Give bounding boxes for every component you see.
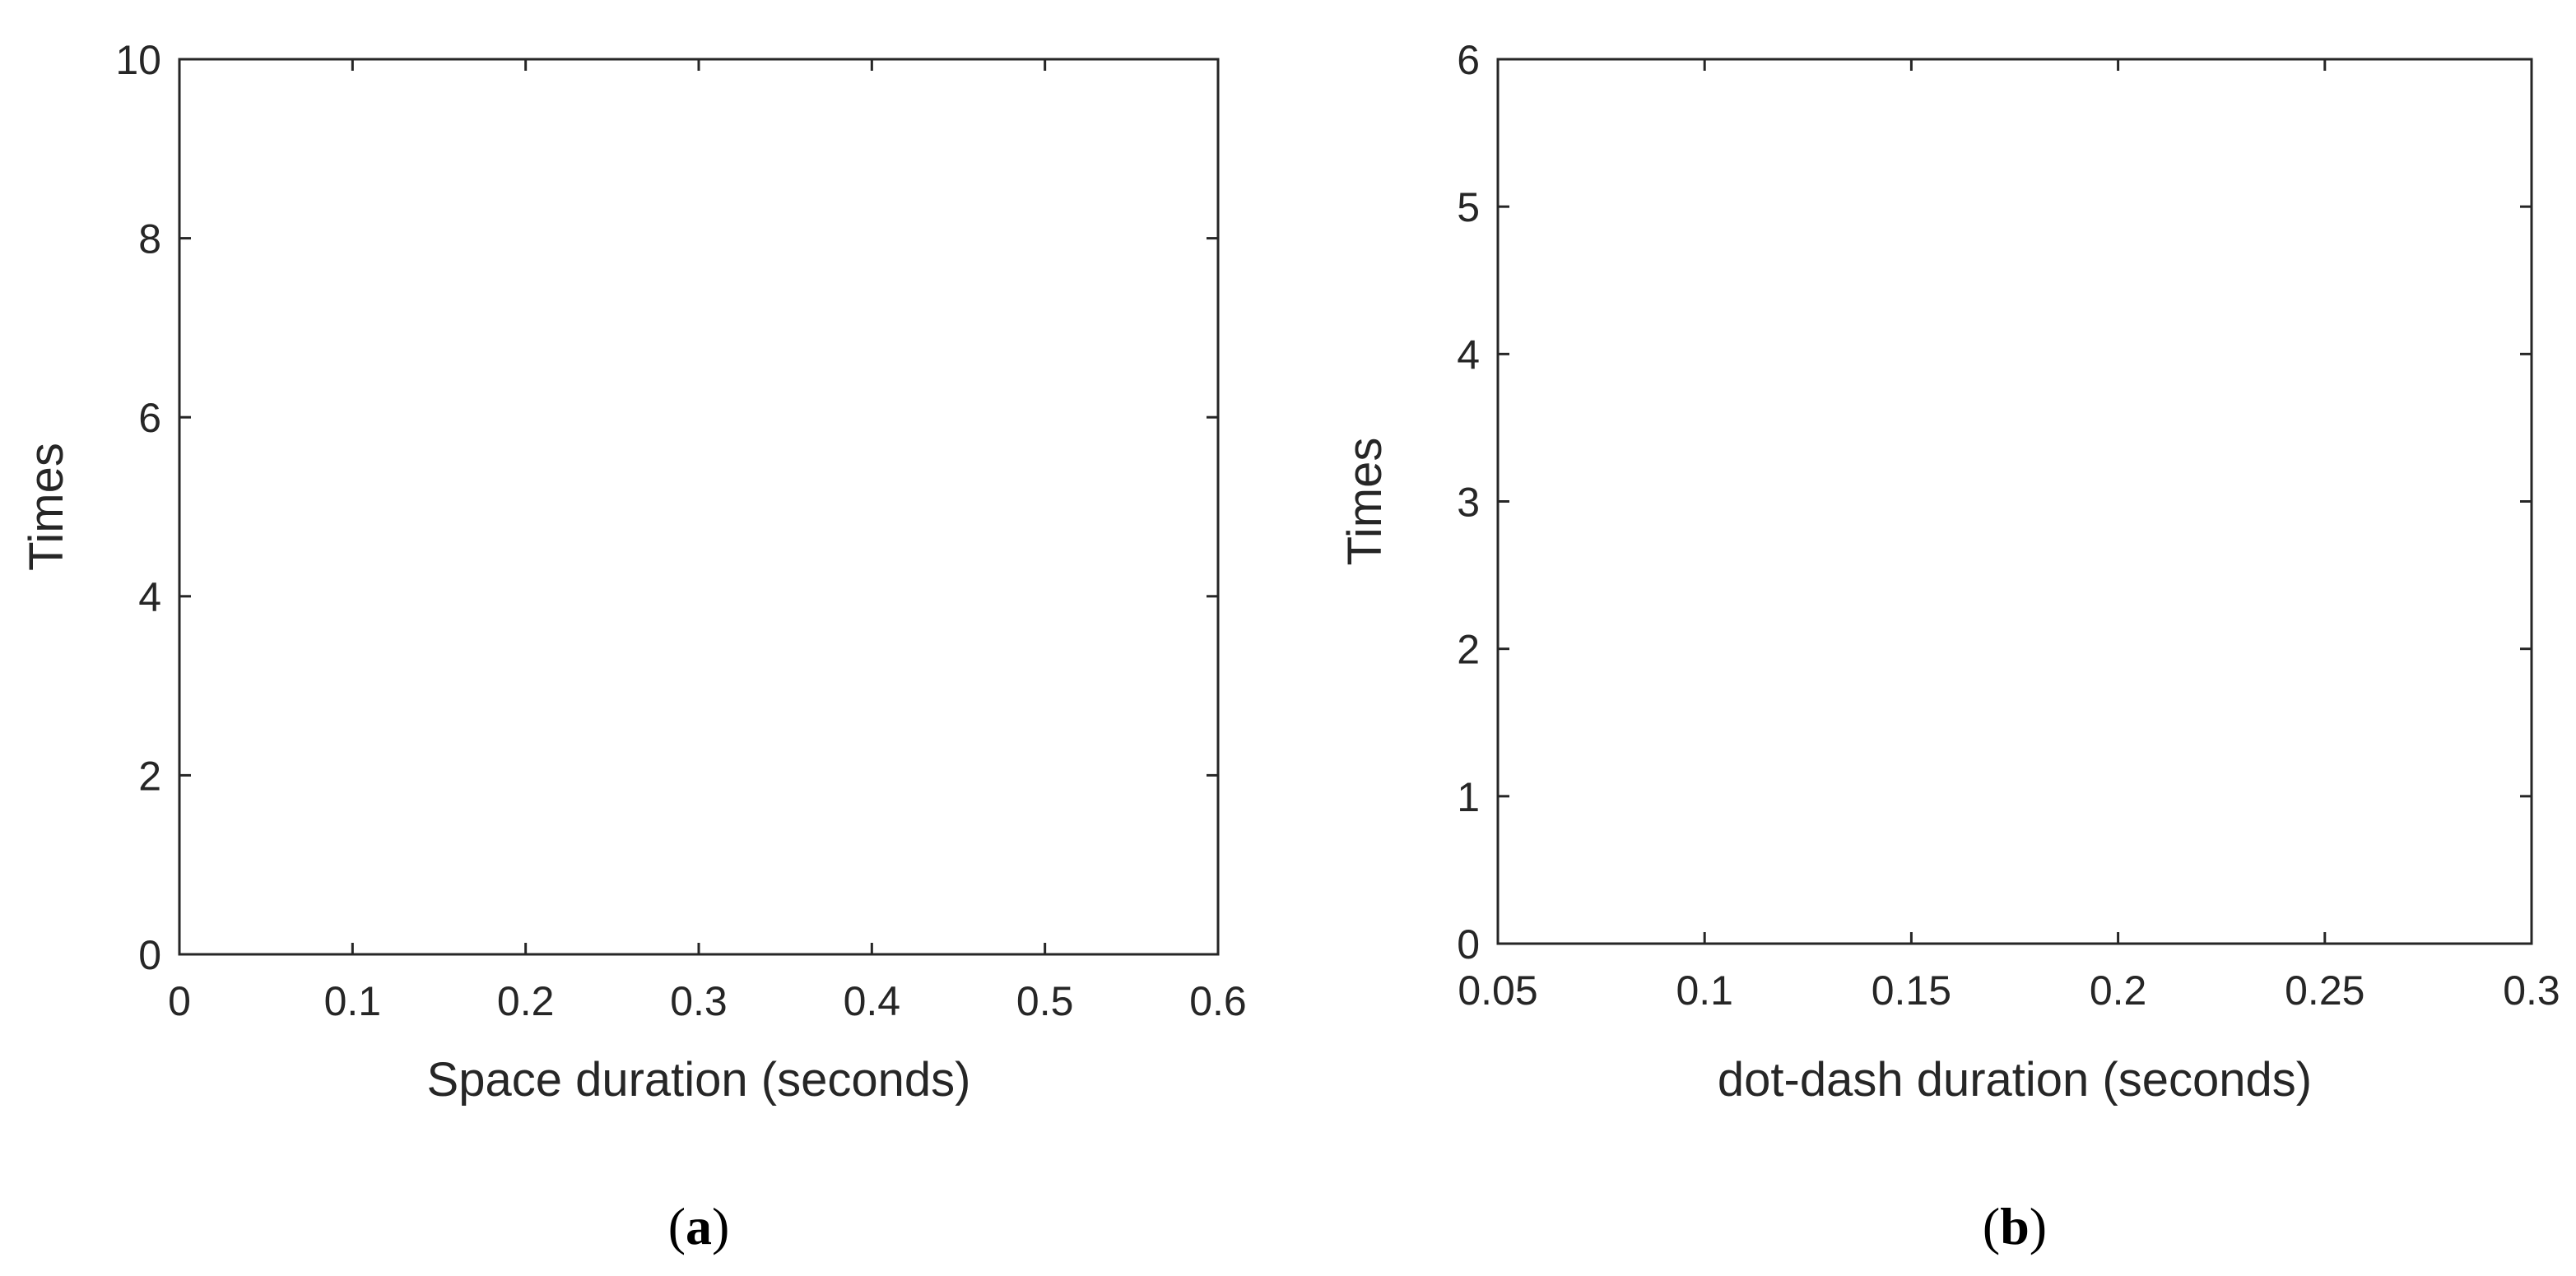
y-tick-label: 6 <box>138 395 161 441</box>
y-tick-label: 0 <box>1457 921 1480 967</box>
y-tick-label: 4 <box>1457 332 1480 378</box>
panel-label: (b) <box>1983 1197 2047 1255</box>
y-tick-label: 10 <box>115 37 161 83</box>
x-tick-label: 0.4 <box>844 978 901 1024</box>
x-tick-label: 0.3 <box>670 978 728 1024</box>
panel-label: (a) <box>668 1197 730 1255</box>
y-tick-label: 1 <box>1457 774 1480 820</box>
x-tick-label: 0.3 <box>2503 967 2560 1014</box>
x-tick-label: 0.05 <box>1458 967 1537 1014</box>
panel-label-open-paren: ( <box>1983 1197 2000 1255</box>
x-axis-label: Space duration (seconds) <box>427 1053 971 1107</box>
y-tick-label: 8 <box>138 216 161 262</box>
panel-label-open-paren: ( <box>668 1197 686 1255</box>
y-tick-label: 3 <box>1457 480 1480 526</box>
x-tick-label: 0.2 <box>2090 967 2147 1014</box>
chart-panel-a: 0 0.1 0.2 0.3 0.4 0.5 0.6 0 2 4 6 8 10 Space duration… <box>20 37 1247 1255</box>
y-axis-label: Times <box>20 443 73 571</box>
y-axis-label: Times <box>1338 438 1392 566</box>
panel-label-close-paren: ) <box>712 1197 729 1255</box>
chart-panel-b: 0.05 0.1 0.15 0.2 0.25 0.3 0 1 2 3 4 5 6 dot-dash dur… <box>1338 37 2560 1255</box>
axes-box <box>178 58 1220 956</box>
y-tick-label: 2 <box>1457 627 1480 673</box>
y-tick-label: 2 <box>138 753 161 799</box>
x-tick-label: 0.6 <box>1189 978 1247 1024</box>
x-axis-label: dot-dash duration (seconds) <box>1718 1053 2312 1107</box>
x-tick-label: 0 <box>168 978 191 1024</box>
x-tick-label: 0.25 <box>2285 967 2364 1014</box>
panel-label-close-paren: ) <box>2030 1197 2047 1255</box>
y-tick-label: 6 <box>1457 37 1480 83</box>
x-tick-label: 0.2 <box>497 978 555 1024</box>
x-tick-label: 0.5 <box>1016 978 1074 1024</box>
x-tick-label: 0.1 <box>324 978 382 1024</box>
panel-label-letter: a <box>686 1197 712 1255</box>
x-tick-label: 0.1 <box>1676 967 1733 1014</box>
x-tick-label: 0.15 <box>1872 967 1951 1014</box>
y-tick-label: 4 <box>138 574 161 620</box>
y-tick-label: 5 <box>1457 184 1480 230</box>
panel-label-letter: b <box>2000 1197 2030 1255</box>
y-tick-label: 0 <box>138 932 161 978</box>
axes-box <box>1496 58 2533 945</box>
